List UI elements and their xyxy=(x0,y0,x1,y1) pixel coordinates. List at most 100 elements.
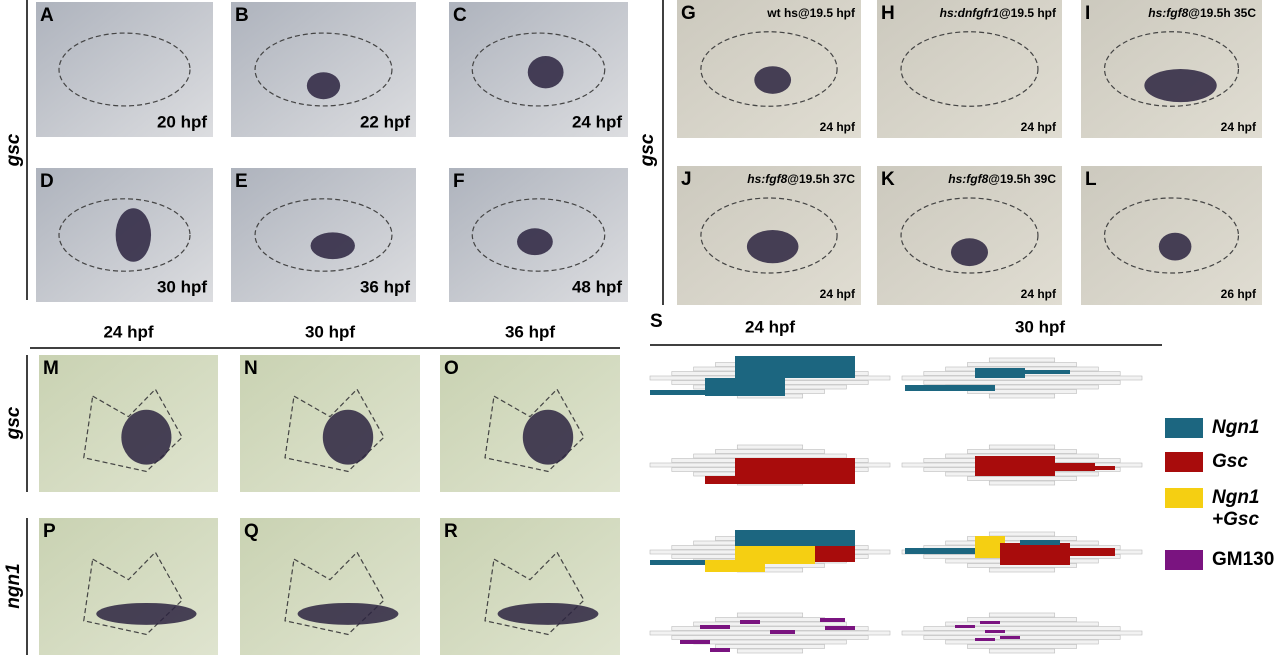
panel-caption: 24 hpf xyxy=(1021,120,1057,134)
expression-region xyxy=(815,546,855,562)
micrograph xyxy=(39,518,218,655)
column-header: 24 hpf xyxy=(745,317,795,336)
expression-region xyxy=(650,390,710,395)
legend-label: Gsc xyxy=(1212,451,1248,472)
stack-layer xyxy=(715,617,825,622)
panel-letter: A xyxy=(40,5,54,26)
stack-layer xyxy=(988,357,1056,363)
stain xyxy=(527,55,564,89)
expression-region xyxy=(710,648,730,652)
stack-layer xyxy=(715,449,825,454)
row-label: gsc xyxy=(3,406,24,440)
stack-layer xyxy=(988,444,1056,450)
stain xyxy=(297,602,399,625)
panel-caption: 24 hpf xyxy=(820,120,856,134)
expression-region xyxy=(740,620,760,624)
stain xyxy=(310,232,355,260)
expression-region xyxy=(905,385,995,391)
condition-part: hs:dnfgfr1 xyxy=(940,6,1000,20)
expression-region xyxy=(650,560,710,565)
legend-swatch xyxy=(1165,418,1203,438)
panel-letter: O xyxy=(444,358,459,379)
outline xyxy=(254,32,393,107)
panel-caption: 24 hpf xyxy=(1021,287,1057,301)
micrograph xyxy=(877,166,1062,305)
micrograph xyxy=(440,518,620,655)
stack-layer xyxy=(736,444,804,450)
expression-region xyxy=(735,356,855,378)
stain xyxy=(517,228,553,256)
expression-region xyxy=(820,618,845,622)
panel-letter: G xyxy=(681,3,696,24)
stack-layer xyxy=(988,531,1056,537)
outline xyxy=(1103,31,1240,107)
panel-caption: 26 hpf xyxy=(1221,287,1257,301)
panel-caption: 24 hpf xyxy=(572,112,622,131)
panel-letter: J xyxy=(681,169,692,190)
legend-swatch xyxy=(1165,452,1203,472)
stack-layer xyxy=(736,648,804,654)
expression-region xyxy=(825,626,855,630)
stack-layer xyxy=(736,612,804,618)
panel-letter: M xyxy=(43,358,59,379)
outline xyxy=(700,197,838,274)
stain xyxy=(115,208,152,262)
stain xyxy=(322,409,374,465)
panel-letter: R xyxy=(444,521,458,542)
panel-letter: K xyxy=(881,169,895,190)
stack-layer xyxy=(988,480,1056,486)
stain xyxy=(1158,232,1192,261)
condition: hs:fgf8@19.5h 39C xyxy=(948,172,1056,186)
panel-letter: N xyxy=(244,358,258,379)
condition-part: wt hs@19.5 hpf xyxy=(766,6,856,20)
stack-layer xyxy=(945,639,1099,645)
stain xyxy=(121,409,172,465)
stack-layer xyxy=(901,630,1143,636)
stain xyxy=(754,66,792,94)
outline xyxy=(1103,197,1240,274)
panel-caption: 48 hpf xyxy=(572,277,622,296)
expression-region xyxy=(705,476,855,484)
stack-layer xyxy=(923,626,1121,631)
legend-swatch xyxy=(1165,488,1203,508)
panel-caption: 24 hpf xyxy=(820,287,856,301)
stack-layer xyxy=(671,635,869,640)
panel-letter: P xyxy=(43,521,56,542)
stack-layer xyxy=(988,648,1056,654)
stack-layer xyxy=(967,644,1077,649)
panel-letter: F xyxy=(453,171,465,192)
micrograph xyxy=(36,2,213,137)
micrograph xyxy=(877,0,1062,138)
legend-label: GM130 xyxy=(1212,549,1274,570)
condition-part: hs:fgf8 xyxy=(948,172,988,186)
expression-region xyxy=(1000,636,1020,639)
outline xyxy=(83,388,183,473)
condition: hs:fgf8@19.5h 35C xyxy=(1148,6,1256,20)
panel-caption: 24 hpf xyxy=(1221,120,1257,134)
outline xyxy=(900,31,1039,107)
outline xyxy=(484,388,585,473)
condition-part: hs:fgf8 xyxy=(747,172,787,186)
expression-region xyxy=(735,546,815,564)
stain xyxy=(1144,69,1217,103)
panel-letter: I xyxy=(1085,3,1090,24)
stack-layer xyxy=(967,449,1077,454)
stack-layer xyxy=(967,362,1077,367)
condition: hs:fgf8@19.5h 37C xyxy=(747,172,855,186)
expression-region xyxy=(975,638,995,641)
outline xyxy=(58,198,191,272)
outline xyxy=(58,32,191,107)
micrograph xyxy=(231,2,416,137)
panel-letter: Q xyxy=(244,521,259,542)
outline xyxy=(83,551,183,636)
stack-layer xyxy=(988,612,1056,618)
outline xyxy=(284,551,385,636)
stack-layer xyxy=(693,453,847,459)
stain xyxy=(96,602,197,625)
row-label: gsc xyxy=(3,133,24,167)
stack-layer xyxy=(967,389,1077,394)
panel-letter: E xyxy=(235,171,248,192)
expression-region xyxy=(1020,540,1060,545)
column-header: 30 hpf xyxy=(1015,317,1065,336)
